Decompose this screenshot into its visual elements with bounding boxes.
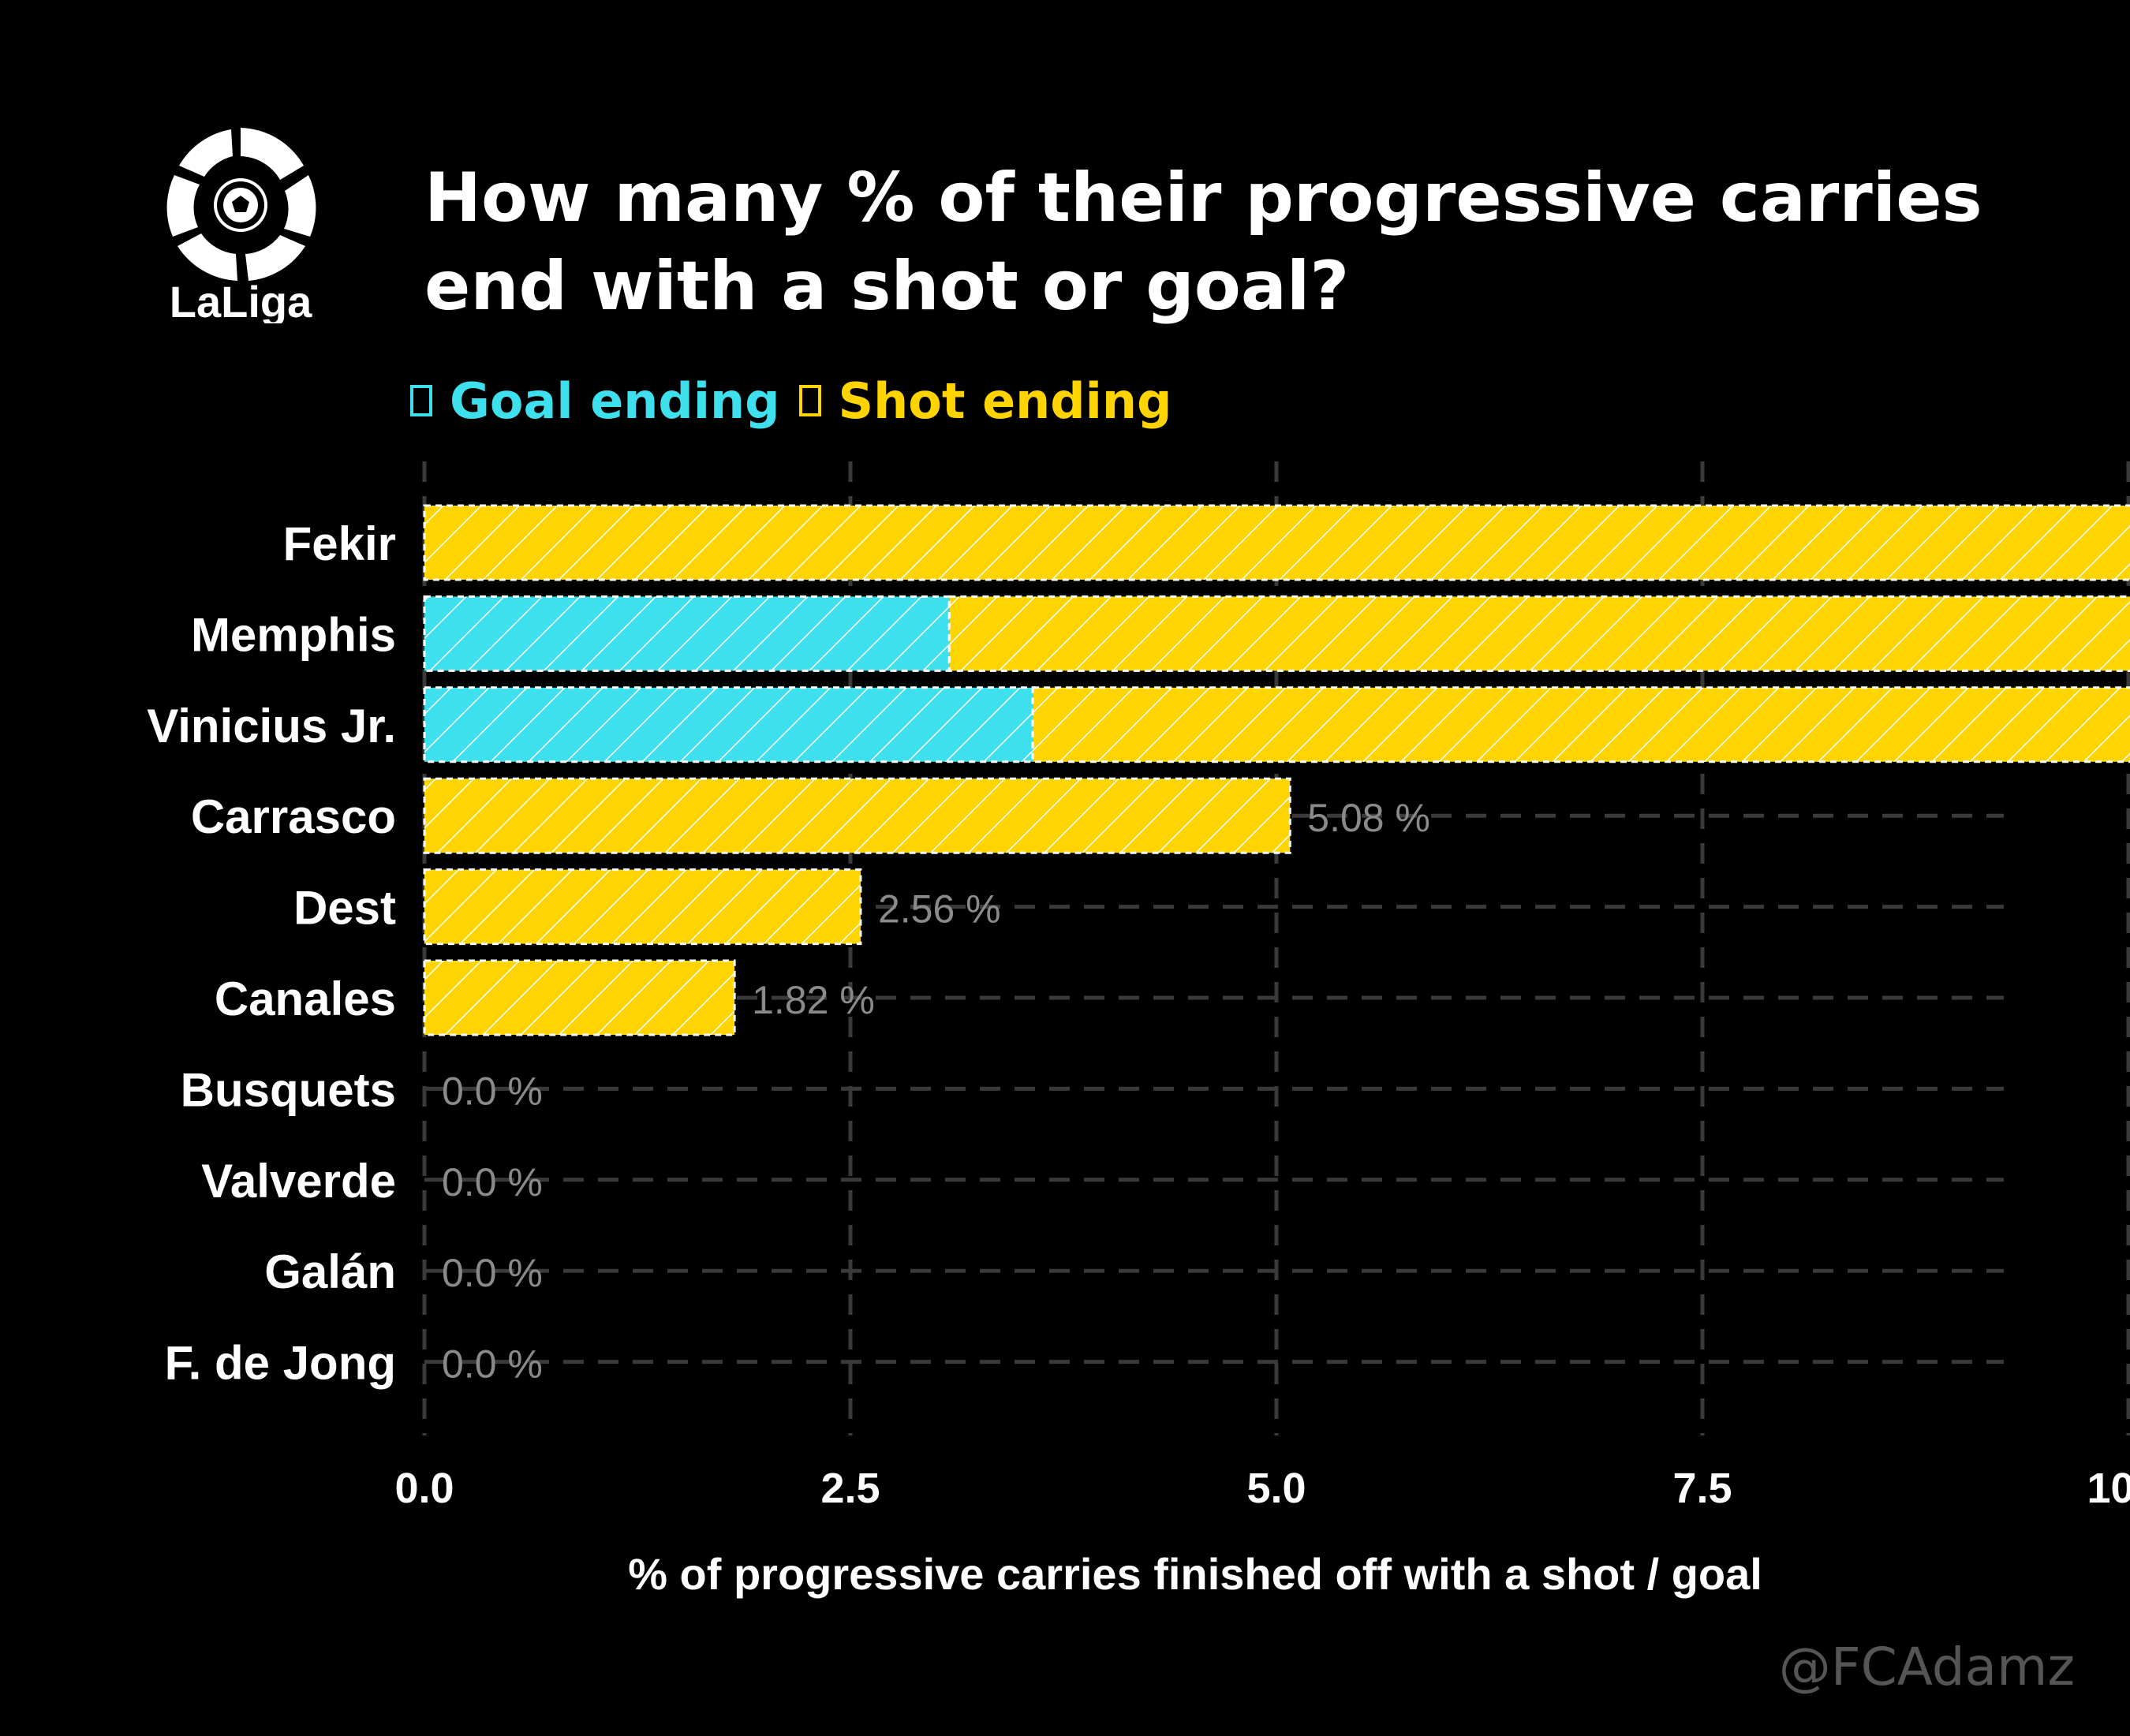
- bar-outline: [423, 868, 862, 946]
- bars: [423, 504, 2130, 1036]
- legend-item-shot: Shot ending: [798, 371, 1172, 430]
- bar-outline: [423, 959, 736, 1036]
- bar-outline: [423, 777, 1291, 854]
- value-label: 0.0 %: [442, 1069, 543, 1113]
- bar-hatch: [949, 596, 2130, 671]
- y-tick-label: Memphis: [191, 608, 396, 661]
- watermark: @FCAdamz: [1778, 1637, 2075, 1697]
- x-tick-label: 2.5: [820, 1465, 880, 1512]
- value-label: 0.0 %: [442, 1160, 543, 1204]
- x-tick-label: 7.5: [1672, 1465, 1732, 1512]
- chart-title-line-1: How many % of their progressive carries: [424, 159, 1982, 237]
- y-tick-label: Vinicius Jr.: [147, 700, 396, 752]
- chart-title-line-2: end with a shot or goal?: [424, 247, 1350, 326]
- bar-hatch: [1033, 687, 2130, 762]
- legend: Goal ending Shot ending: [410, 369, 1190, 432]
- laliga-wordmark: LaLiga: [170, 277, 312, 323]
- y-tick-label: Fekir: [283, 517, 396, 570]
- laliga-emblem-icon: [166, 128, 316, 281]
- legend-label-shot: Shot ending: [838, 371, 1172, 430]
- bar-outline: [947, 595, 2130, 672]
- bar-hatch: [424, 596, 950, 671]
- y-tick-label: Carrasco: [191, 790, 396, 843]
- x-tick-label: 5.0: [1246, 1465, 1306, 1512]
- bar-outline: [423, 595, 951, 672]
- bar-outline: [1031, 686, 2130, 763]
- y-axis-labels: Fekir Memphis Vinicius Jr. Carrasco Dest Cana…: [147, 517, 396, 1390]
- legend-swatch-shot: [798, 385, 821, 416]
- bar-outline: [423, 504, 2130, 581]
- legend-swatch-goal: [410, 385, 432, 416]
- x-axis-ticks: 0.02.55.07.510.012.515.017.5: [394, 1465, 2130, 1512]
- y-tick-label: Valverde: [201, 1155, 396, 1208]
- chart-title: How many % of their progressive carries …: [424, 154, 2002, 330]
- bar-hatch: [424, 869, 861, 944]
- y-tick-label: Galán: [264, 1245, 396, 1298]
- y-tick-label: Busquets: [181, 1063, 396, 1116]
- bar-hatch: [424, 506, 2130, 580]
- value-label: 1.82 %: [752, 978, 875, 1022]
- x-axis-label: % of progressive carries finished off wi…: [628, 1549, 1762, 1599]
- x-tick-label: 0.0: [394, 1465, 454, 1512]
- legend-item-goal: Goal ending: [410, 372, 780, 430]
- bar-hatch: [424, 961, 735, 1035]
- y-tick-label: F. de Jong: [165, 1337, 396, 1390]
- value-label: 5.08 %: [1307, 796, 1430, 840]
- x-tick-label: 10.0: [2087, 1465, 2130, 1512]
- y-tick-label: Canales: [215, 973, 396, 1025]
- value-label: 0.0 %: [442, 1251, 543, 1295]
- legend-label-goal: Goal ending: [450, 371, 780, 430]
- value-label: 0.0 %: [442, 1342, 543, 1387]
- value-label: 2.56 %: [878, 887, 1001, 931]
- value-labels: 17.65 %15.38 %13.1 %5.08 %2.56 %1.82 %0.…: [442, 796, 1430, 1387]
- bar-hatch: [424, 778, 1291, 853]
- laliga-logo: LaLiga: [166, 128, 316, 323]
- y-tick-label: Dest: [293, 882, 396, 935]
- bar-hatch: [424, 687, 1033, 762]
